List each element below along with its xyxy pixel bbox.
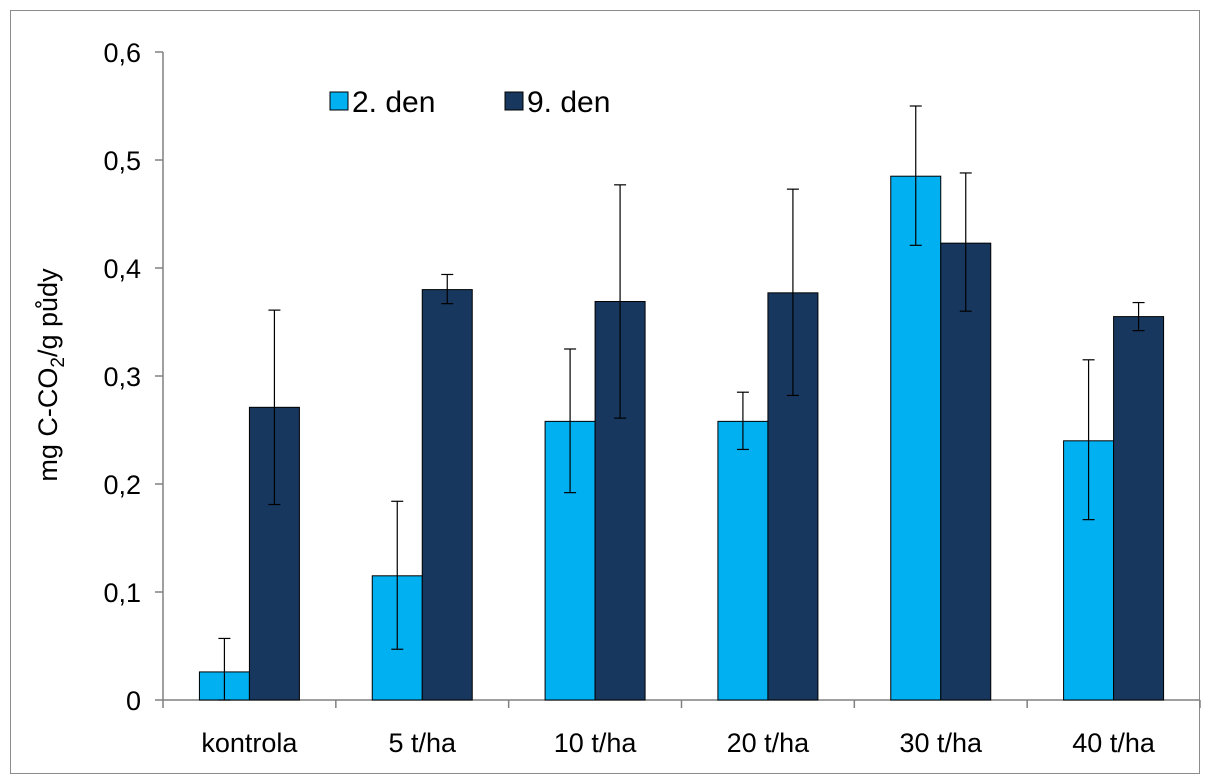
y-tick-label: 0,3 [103,362,141,392]
bar [940,242,992,701]
legend-swatch [504,91,524,111]
y-axis-title-main: mg C-CO [33,368,63,482]
bar [1113,316,1165,701]
y-tick-label: 0,2 [103,470,141,500]
bar [717,420,769,701]
bar [890,175,942,701]
x-tick-label: 5 t/ha [388,728,457,758]
y-tick-label: 0 [126,686,141,716]
y-tick-label: 0,4 [103,254,141,284]
legend-swatch [329,91,349,111]
y-tick-label: 0,6 [103,38,141,68]
x-tick-label: kontrola [201,728,298,758]
y-axis-title: mg C-CO2/g půdy [33,268,69,482]
x-tick-label: 10 t/ha [554,728,638,758]
legend-label: 9. den [527,86,610,119]
x-tick-label: 20 t/ha [727,728,811,758]
y-axis-title-rest: /g půdy [33,268,63,357]
x-tick-label: 40 t/ha [1072,728,1156,758]
y-axis-title-sub: 2 [48,357,69,368]
bar [421,289,473,701]
y-tick-label: 0,1 [103,578,141,608]
legend-label: 2. den [352,86,435,119]
x-tick-label: 30 t/ha [899,728,983,758]
y-tick-label: 0,5 [103,146,141,176]
